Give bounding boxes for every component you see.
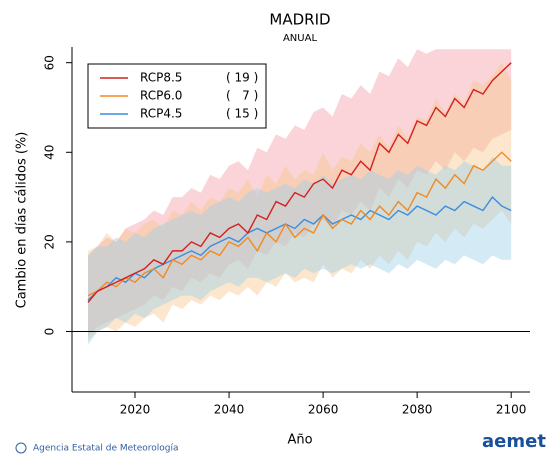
legend-count: ( 7 )	[226, 89, 258, 103]
x-tick-label: 2020	[120, 403, 151, 417]
legend-label: RCP8.5	[140, 71, 182, 85]
chart-subtitle: ANUAL	[283, 33, 317, 44]
y-tick-label: 20	[43, 234, 57, 249]
legend-label: RCP4.5	[140, 107, 182, 121]
series-line	[87, 196, 512, 301]
x-tick-label: 2080	[402, 403, 433, 417]
y-tick-label: 60	[43, 55, 57, 70]
legend-label: RCP6.0	[140, 89, 182, 103]
chart-title: MADRID	[269, 11, 330, 29]
x-tick-label: 2100	[496, 403, 527, 417]
logo: aemet	[482, 431, 546, 452]
x-axis-label: Año	[287, 433, 312, 448]
copyright-icon	[15, 442, 27, 454]
x-tick-label: 2060	[308, 403, 339, 417]
series-line	[87, 62, 512, 303]
range-band	[87, 156, 512, 345]
range-band	[87, 62, 512, 341]
range-band	[87, 49, 512, 336]
series-line	[87, 151, 512, 297]
legend-count: ( 19 )	[226, 71, 258, 85]
footer: Agencia Estatal de Meteorología	[33, 444, 179, 454]
legend-count: ( 15 )	[226, 107, 258, 121]
y-axis-label: Cambio en días cálidos (%)	[15, 132, 30, 309]
y-tick-label: 0	[43, 328, 57, 336]
y-tick-label: 40	[43, 145, 57, 160]
x-tick-label: 2040	[214, 403, 245, 417]
